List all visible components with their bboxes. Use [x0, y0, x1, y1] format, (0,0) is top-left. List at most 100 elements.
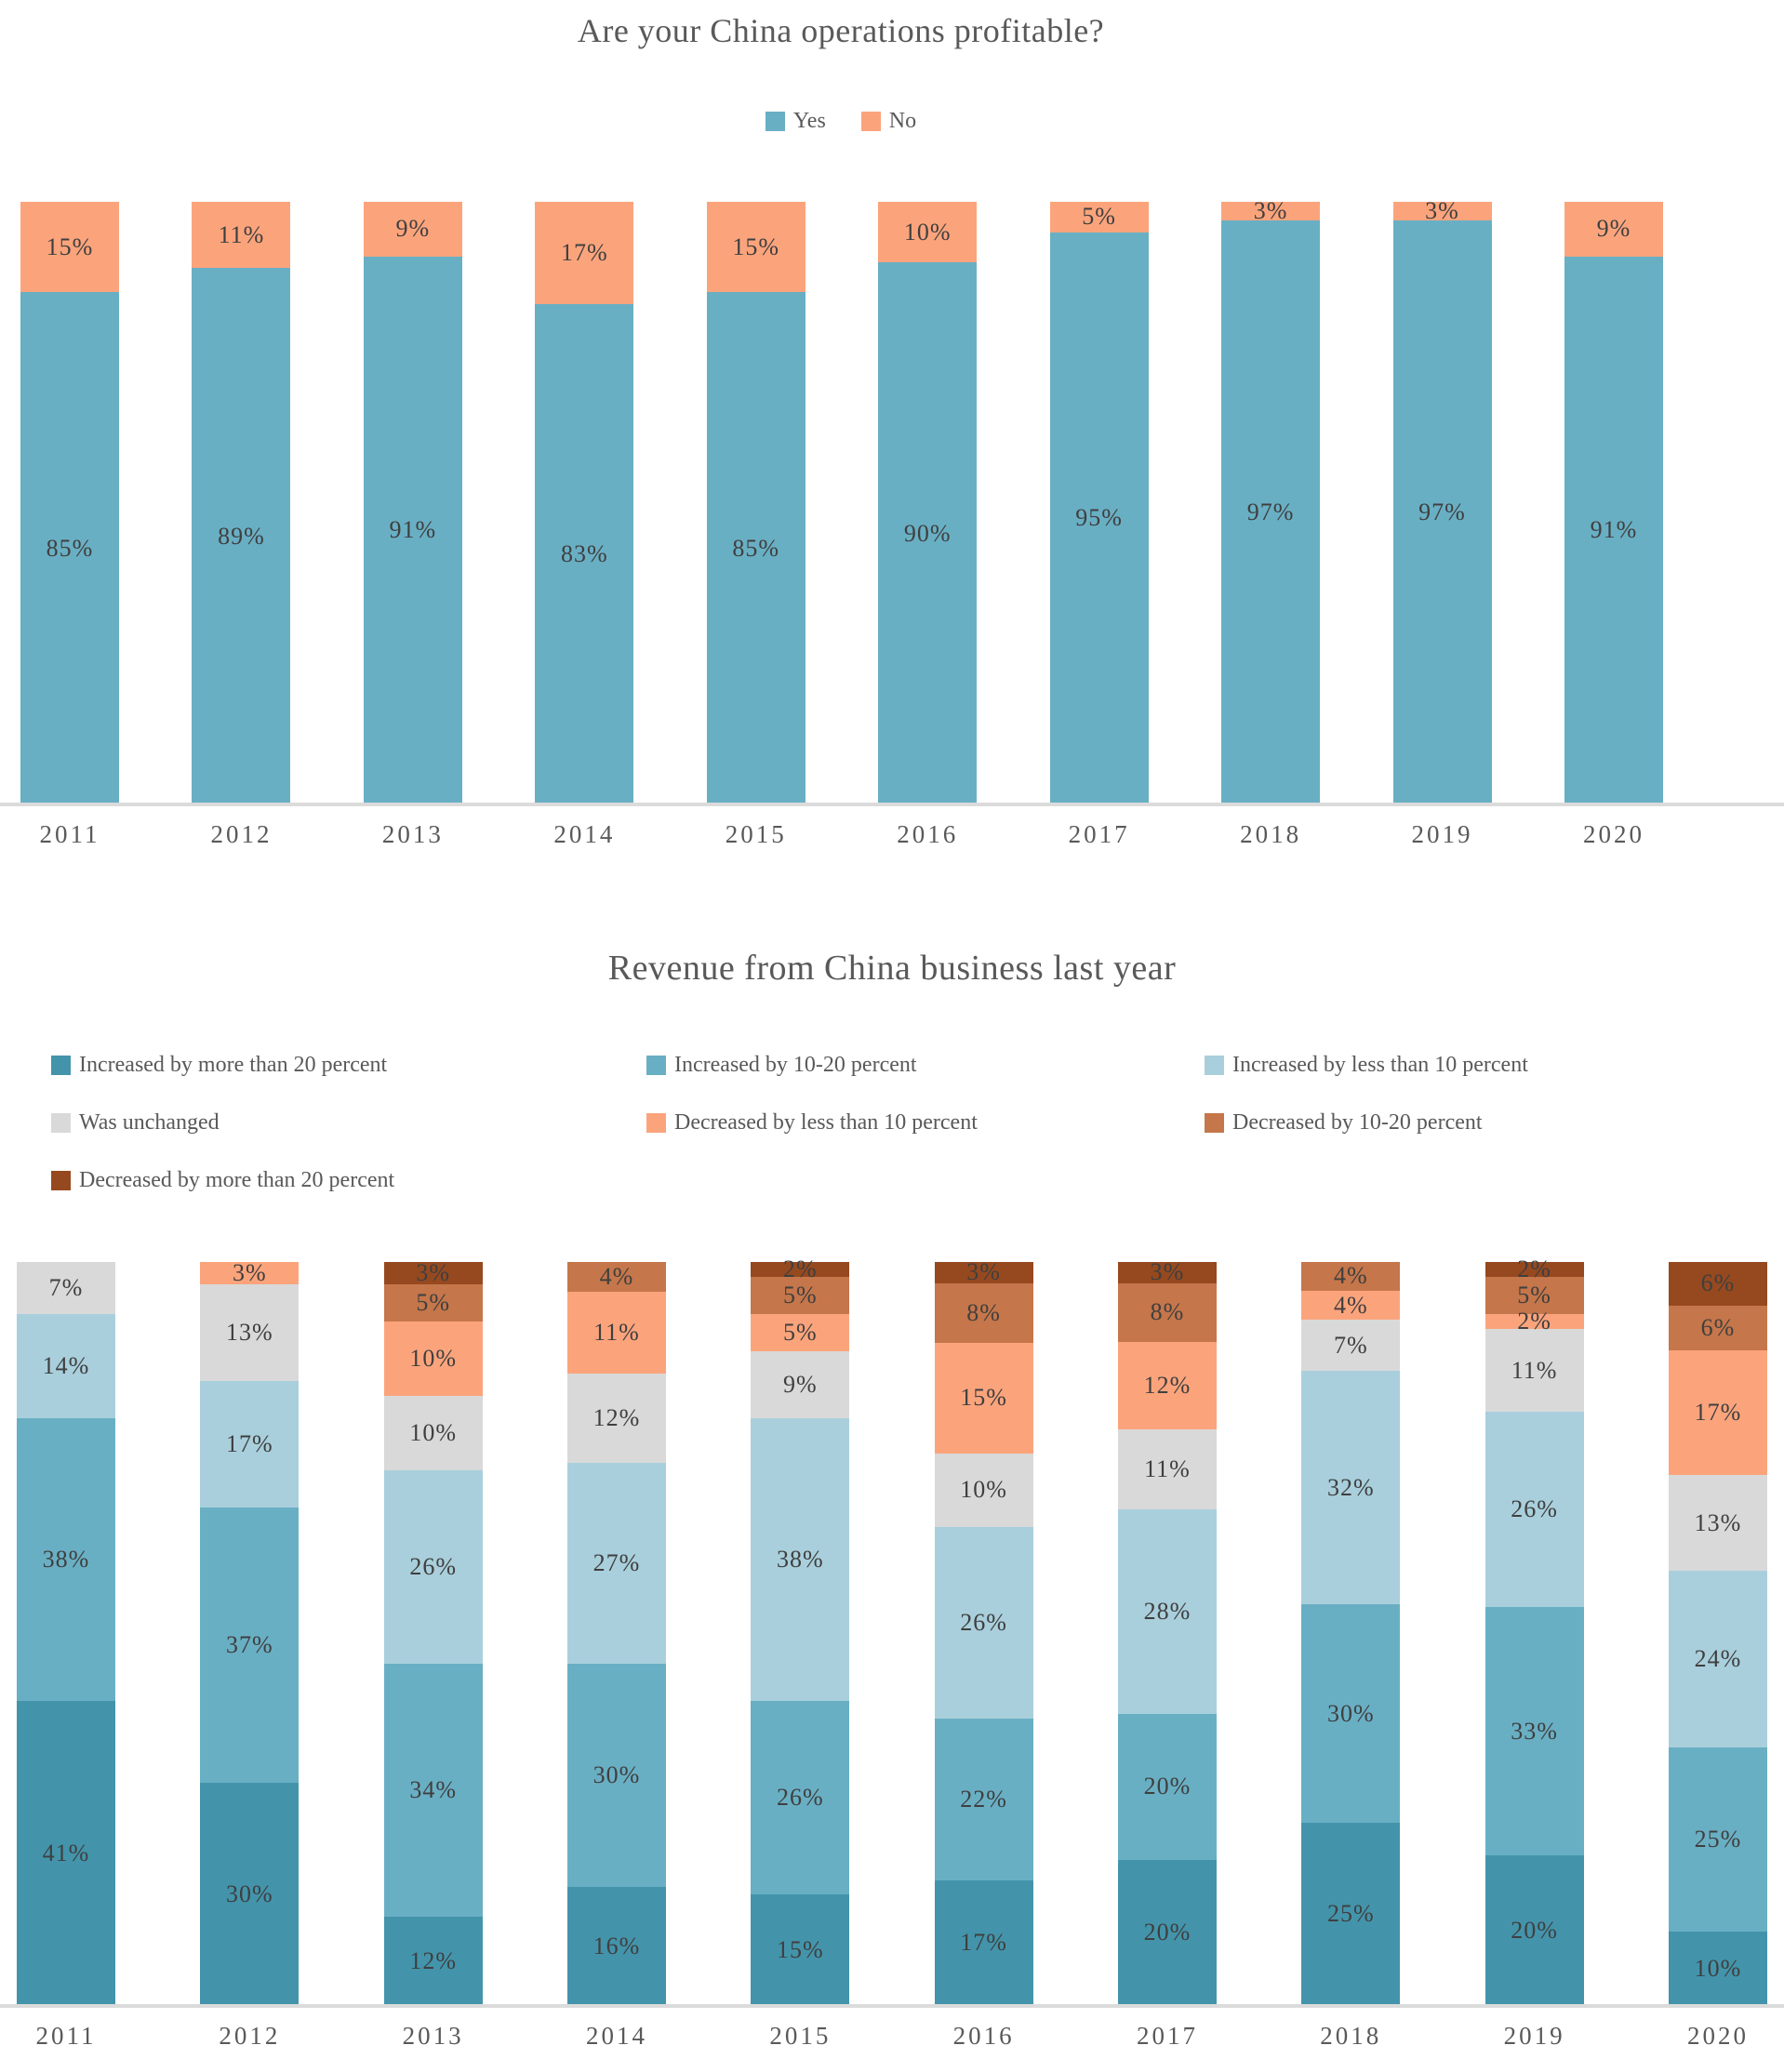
segment-label: 6%: [1700, 1313, 1736, 1341]
segment-label: 12%: [1143, 1371, 1192, 1399]
segment: 26%: [383, 1469, 483, 1664]
segment-label: 8%: [1150, 1298, 1185, 1326]
segment-label: 25%: [1326, 1900, 1375, 1928]
segment-label: 15%: [46, 232, 94, 260]
segment-label: 20%: [1511, 1916, 1558, 1944]
bar-2012: 89% 11%: [192, 202, 291, 805]
segment: 12%: [1117, 1341, 1217, 1429]
legend-label: Increased by less than 10 percent: [1232, 1053, 1528, 1078]
bar-2020: 91% 9%: [1564, 202, 1663, 805]
chart-title: Revenue from China business last year: [607, 948, 1177, 988]
segment: 8%: [934, 1283, 1033, 1343]
bar-2020: 10% 25% 24% 13% 17% 6% 6%: [1668, 1261, 1767, 2006]
legend-swatch: [765, 111, 785, 131]
x-axis-label: 2012: [210, 820, 273, 849]
segment: 83%: [535, 304, 634, 805]
bars: 41% 38% 14% 7% 30% 37% 17% 13% 3% 12% 34% 26% 10% 10%…: [0, 1256, 1784, 2006]
bar-2012: 30% 37% 17% 13% 3%: [200, 1260, 300, 2006]
legend-label: Increased by more than 20 percent: [79, 1053, 388, 1078]
segment-label: 20%: [1143, 1919, 1192, 1946]
segment: 4%: [1301, 1261, 1401, 1291]
bar-2016: 90% 10%: [878, 202, 978, 805]
segment-label: 12%: [409, 1946, 457, 1974]
segment-label: 34%: [409, 1775, 457, 1803]
revenue-chart: Revenue from China business last year In…: [0, 948, 1784, 2052]
x-axis-label: 2011: [35, 2021, 97, 2050]
x-axis-label: 2019: [1411, 820, 1473, 849]
segment: 33%: [1484, 1607, 1584, 1855]
segment-label: 4%: [599, 1262, 634, 1290]
segment: 9%: [1564, 202, 1663, 257]
x-axis-label: 2013: [402, 2021, 464, 2050]
segment-label: 10%: [960, 1476, 1007, 1504]
segment: 13%: [1668, 1475, 1767, 1572]
segment-label: 3%: [1425, 196, 1459, 224]
bar-2011: 41% 38% 14% 7%: [17, 1261, 115, 2006]
segment: 10%: [383, 1321, 483, 1396]
legend-item: Yes: [765, 108, 826, 134]
segment-label: 26%: [409, 1552, 457, 1580]
segment-label: 27%: [592, 1548, 641, 1576]
segment: 32%: [1301, 1371, 1401, 1605]
x-axis-label: 2018: [1240, 820, 1302, 849]
legend-label: Was unchanged: [79, 1110, 220, 1136]
x-axis-line: [0, 803, 1784, 807]
segment: 38%: [751, 1417, 850, 1701]
bar-2014: 83% 17%: [535, 202, 634, 805]
segment-label: 5%: [416, 1288, 450, 1316]
segment-label: 30%: [225, 1879, 273, 1907]
segment-label: 26%: [1511, 1495, 1558, 1523]
bar-2013: 12% 34% 26% 10% 10% 5% 3%: [383, 1258, 483, 2006]
segment: 11%: [1484, 1329, 1584, 1413]
x-axis-label: 2018: [1320, 2021, 1382, 2050]
x-axis-label: 2016: [897, 820, 959, 849]
segment-label: 85%: [732, 534, 780, 562]
segment-label: 30%: [1326, 1699, 1375, 1727]
bar-2018: 97% 3%: [1221, 198, 1321, 805]
segment: 5%: [383, 1283, 483, 1322]
segment: 17%: [1668, 1349, 1767, 1476]
segment-label: 14%: [42, 1351, 90, 1379]
segment-label: 15%: [776, 1935, 824, 1963]
segment-label: 12%: [592, 1403, 641, 1431]
segment-label: 91%: [1590, 516, 1638, 544]
segment-label: 2%: [1517, 1308, 1551, 1335]
segment-label: 33%: [1511, 1717, 1558, 1745]
segment: 9%: [363, 202, 462, 257]
segment-label: 3%: [1150, 1258, 1185, 1286]
segment: 91%: [1564, 256, 1663, 805]
segment: 9%: [751, 1350, 850, 1418]
bar-2013: 91% 9%: [363, 202, 462, 805]
segment-label: 97%: [1418, 498, 1466, 525]
segment-label: 16%: [592, 1932, 641, 1959]
legend-item: No: [860, 109, 916, 134]
segment-label: 5%: [782, 1281, 818, 1308]
segment: 25%: [1668, 1747, 1767, 1933]
segment: 15%: [706, 202, 805, 293]
x-axis-label: 2011: [39, 820, 100, 849]
segment: 10%: [878, 202, 978, 262]
x-axis-label: 2016: [952, 2021, 1015, 2050]
segment-label: 11%: [593, 1318, 640, 1346]
segment: 24%: [1668, 1571, 1767, 1748]
segment-label: 15%: [960, 1384, 1007, 1412]
segment: 89%: [192, 268, 291, 805]
segment-label: 9%: [395, 215, 431, 243]
segment-label: 20%: [1143, 1773, 1192, 1800]
profitability-chart: Are your China operations profitable? Ye…: [0, 0, 1784, 851]
segment: 28%: [1117, 1509, 1217, 1714]
segment-label: 15%: [732, 232, 780, 260]
segment: 85%: [20, 292, 119, 805]
segment: 38%: [17, 1417, 115, 1701]
x-axis-label: 2014: [585, 2021, 647, 2050]
x-axis-label: 2015: [725, 820, 787, 849]
plot-area: 85% 15% 89% 11% 91% 9% 83% 17% 85% 15% 90% 10% 95% 5%…: [0, 196, 1784, 807]
x-axis-label: 2014: [553, 820, 616, 849]
legend-item: Increased by less than 10 percent: [1205, 1052, 1784, 1080]
legend-label: Yes: [792, 108, 826, 133]
segment-label: 3%: [416, 1258, 450, 1286]
legend-swatch: [51, 1171, 71, 1191]
segment: 16%: [566, 1886, 666, 2006]
legend-swatch: [646, 1056, 666, 1076]
segment: 8%: [1117, 1283, 1217, 1342]
